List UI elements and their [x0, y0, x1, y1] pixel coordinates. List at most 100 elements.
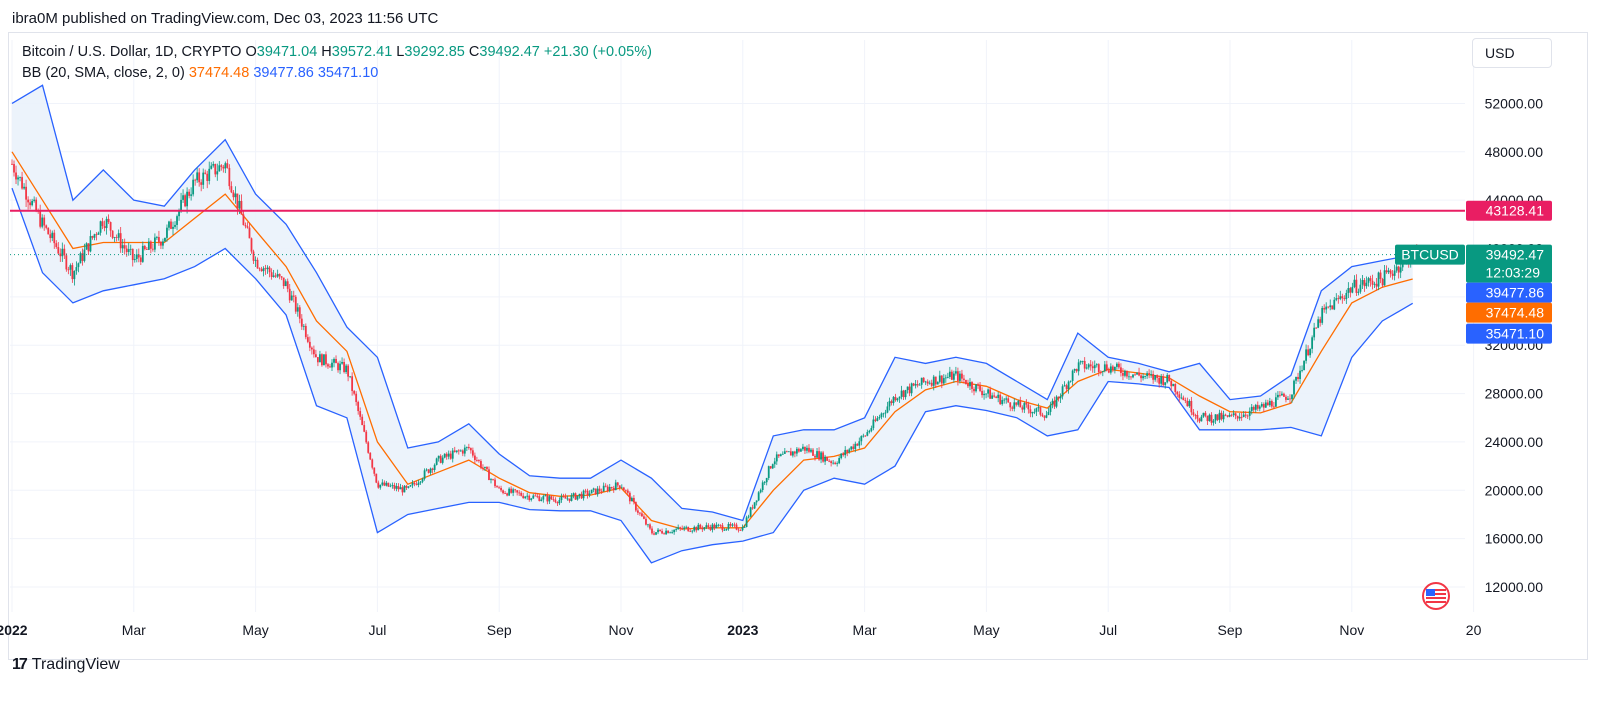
us-flag-icon[interactable]: [1422, 582, 1450, 610]
candle-body: [868, 430, 871, 433]
candle-body: [1319, 319, 1322, 323]
candle-body: [180, 199, 182, 211]
candle-body: [1287, 398, 1289, 400]
candle-body: [536, 495, 539, 497]
y-tick-label: 12000.00: [1485, 579, 1544, 595]
candle-body: [643, 516, 645, 519]
candle-body: [1399, 267, 1402, 273]
candle-body: [940, 375, 943, 384]
candle-body: [798, 448, 800, 452]
candle-body: [1085, 367, 1088, 369]
candle-body: [1081, 360, 1084, 362]
candle-body: [216, 171, 219, 175]
candle-body: [1218, 412, 1221, 420]
candle-body: [634, 502, 637, 511]
candle-body: [697, 524, 700, 531]
candle-body: [999, 394, 1002, 405]
bb-label[interactable]: BB (20, SMA, close, 2, 0): [22, 65, 185, 81]
candle-body: [620, 487, 623, 489]
candle-body: [1208, 414, 1211, 422]
candle-body: [1053, 400, 1056, 407]
chart-frame[interactable]: [8, 32, 1588, 660]
candle-body: [616, 482, 619, 486]
upper-band-line: [11, 84, 1413, 522]
low-label: L: [396, 44, 405, 60]
candle-body: [268, 267, 271, 273]
candle-body: [1266, 402, 1269, 406]
candle-body: [1240, 416, 1243, 418]
candle-body: [127, 249, 130, 253]
candle-body: [115, 237, 118, 238]
candle-body: [1105, 364, 1108, 371]
candle-body: [673, 529, 676, 533]
candle-body: [262, 268, 265, 272]
candle-body: [204, 172, 207, 174]
candle-body: [1357, 291, 1360, 293]
candle-body: [1196, 415, 1199, 419]
candle-body: [1109, 366, 1112, 373]
candle-body: [409, 485, 412, 487]
candle-body: [1043, 416, 1046, 418]
candle-body: [721, 525, 724, 531]
candle-body: [816, 451, 818, 458]
candle-body: [741, 527, 744, 531]
candle-body: [53, 232, 56, 244]
candle-body: [1293, 380, 1295, 395]
candle-body: [802, 446, 804, 450]
candle-body: [971, 381, 973, 389]
candle-body: [69, 265, 72, 270]
candle-body: [1341, 296, 1344, 299]
candle-body: [910, 383, 913, 394]
candle-body: [176, 216, 178, 225]
candle-body: [1023, 403, 1026, 410]
candle-body: [995, 396, 998, 398]
candle-body: [319, 354, 321, 363]
tradingview-logo[interactable]: 17 TradingView: [12, 656, 120, 674]
candle-body: [250, 238, 253, 252]
candle-body: [586, 490, 589, 496]
candle-body: [1367, 278, 1370, 283]
candle-body: [1327, 306, 1330, 308]
candle-body: [663, 533, 665, 535]
x-tick-label: Nov: [609, 622, 634, 638]
candle-body: [1113, 366, 1116, 371]
candle-body: [137, 254, 140, 258]
candle-body: [1049, 404, 1052, 412]
candle-body: [560, 496, 563, 501]
candle-body: [1301, 370, 1303, 371]
candle-body: [1297, 376, 1299, 380]
candle-body: [637, 510, 639, 513]
candle-body: [1168, 374, 1171, 381]
close-label: C: [468, 44, 480, 60]
candle-body: [570, 495, 573, 501]
candle-body: [628, 492, 631, 502]
candle-body: [220, 165, 223, 167]
candle-body: [800, 449, 802, 452]
candle-body: [991, 395, 994, 399]
symbol-title[interactable]: Bitcoin / U.S. Dollar, 1D, CRYPTO: [22, 44, 242, 60]
currency-selector[interactable]: USD: [1472, 38, 1552, 68]
candle-body: [266, 267, 269, 270]
candle-body: [1140, 375, 1142, 379]
candle-body: [232, 192, 235, 198]
candle-body: [810, 449, 812, 452]
last-price-tag: 39492.47: [1486, 247, 1545, 263]
candle-body: [602, 485, 605, 492]
candle-body: [1047, 411, 1050, 416]
candle-body: [862, 435, 865, 437]
candle-body: [1359, 284, 1362, 292]
candle-body: [854, 443, 857, 449]
open-label: O: [245, 44, 257, 60]
candle-body: [79, 253, 82, 264]
candle-body: [296, 307, 299, 312]
candle-body: [789, 451, 792, 456]
candle-body: [11, 163, 13, 165]
candle-body: [763, 482, 766, 484]
candle-body: [1099, 371, 1102, 373]
x-tick-label: Sep: [1218, 622, 1243, 638]
candle-body: [41, 217, 44, 227]
candle-body: [459, 450, 462, 452]
candle-body: [423, 470, 426, 479]
candle-body: [822, 452, 824, 462]
